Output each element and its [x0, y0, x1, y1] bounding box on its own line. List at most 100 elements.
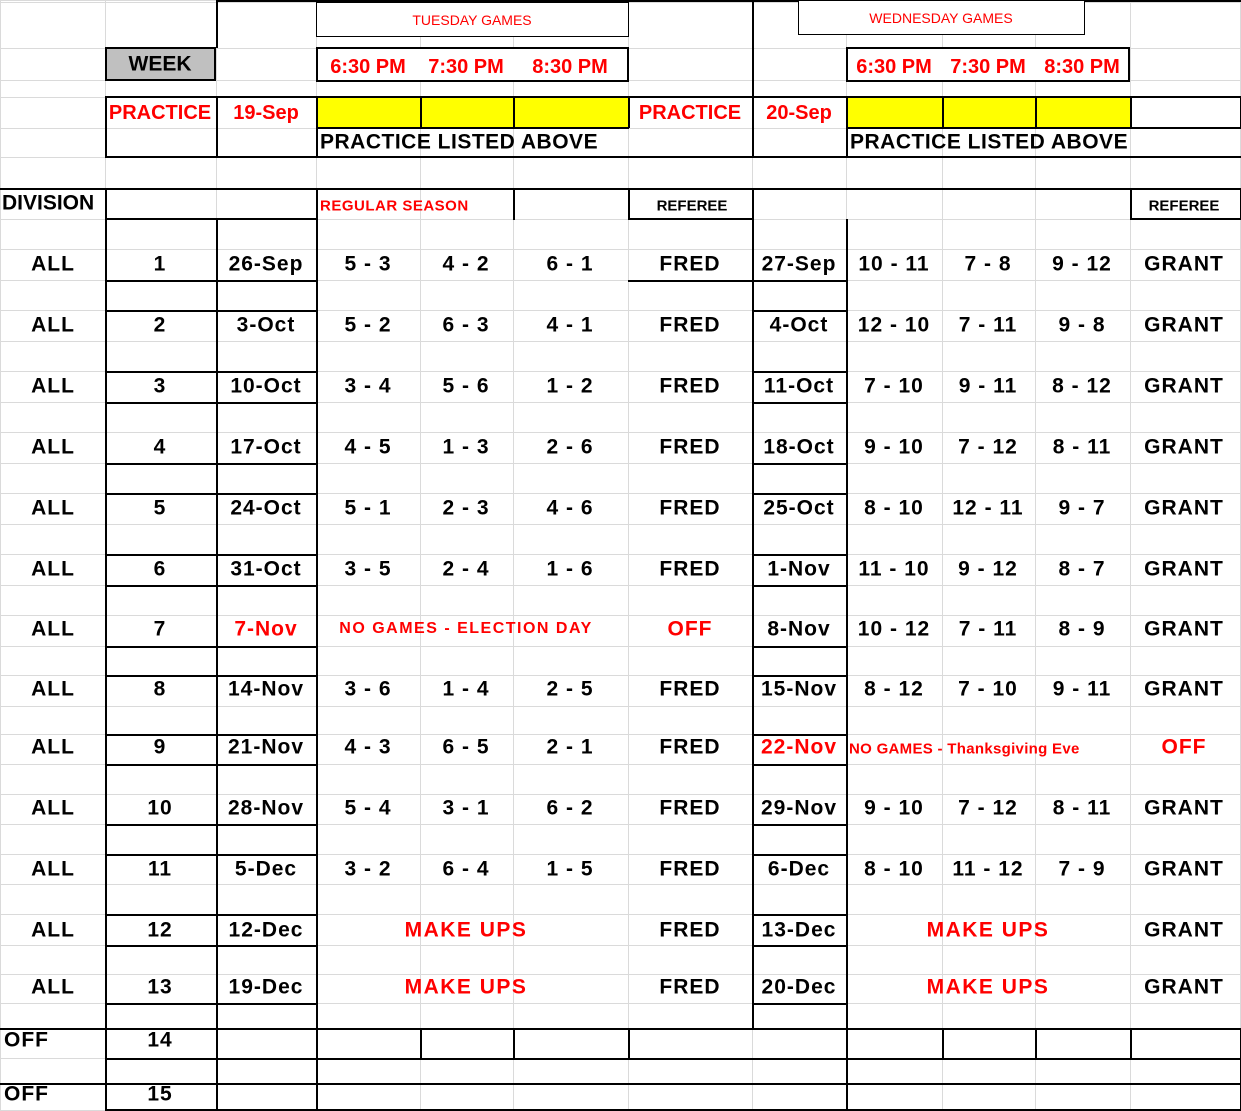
wednesday-game-cell: 7 - 11	[958, 617, 1018, 641]
cell-border	[105, 1058, 1241, 1060]
week-number-cell: 11	[147, 857, 173, 881]
cell-border	[105, 280, 317, 282]
wednesday-practice-date: 20-Sep	[766, 102, 832, 124]
tuesday-date-cell: 3-Oct	[236, 313, 296, 337]
cell-border	[752, 463, 847, 465]
tuesday-game-cell: 3 - 5	[344, 557, 392, 581]
wednesday-referee-cell: OFF	[1161, 735, 1207, 759]
wednesday-game-cell: 8 - 12	[864, 677, 924, 701]
wednesday-date-cell: 22-Nov	[760, 735, 838, 759]
cell-border	[1130, 127, 1241, 129]
cell-border	[216, 96, 218, 158]
week-number-cell: 12	[147, 918, 173, 942]
cell-border	[316, 188, 318, 220]
tuesday-referee-cell: FRED	[659, 918, 721, 942]
gridline-horizontal	[0, 310, 1241, 311]
cell-border	[752, 914, 847, 916]
cell-border	[752, 188, 754, 220]
wednesday-note-cell: NO GAMES - Thanksgiving Eve	[849, 740, 1080, 758]
tuesday-games-title-box	[316, 2, 629, 37]
wednesday-referee-cell: GRANT	[1144, 313, 1224, 337]
tuesday-date-cell: 19-Dec	[228, 975, 304, 999]
gridline-vertical	[420, 0, 421, 1111]
gridline-horizontal	[0, 884, 1241, 885]
wednesday-referee-cell: GRANT	[1144, 252, 1224, 276]
tuesday-games-title: TUESDAY GAMES	[412, 12, 532, 28]
cell-border	[105, 219, 107, 1111]
tuesday-game-cell: 1 - 3	[442, 435, 490, 459]
tuesday-referee-cell: FRED	[659, 252, 721, 276]
division-cell: ALL	[31, 496, 75, 520]
tuesday-referee-cell: FRED	[659, 313, 721, 337]
tuesday-note-cell: MAKE UPS	[404, 918, 528, 942]
cell-border	[846, 127, 1131, 129]
tuesday-game-cell: 6 - 5	[442, 735, 490, 759]
tuesday-date-cell: 21-Nov	[227, 735, 305, 759]
cell-border	[513, 188, 515, 220]
wednesday-date-cell: 11-Oct	[763, 374, 835, 398]
cell-border	[216, 0, 218, 48]
division-cell: ALL	[31, 374, 75, 398]
cell-border	[752, 764, 847, 766]
week-number-cell: 15	[147, 1082, 173, 1106]
wednesday-game-cell: 8 - 10	[864, 496, 924, 520]
wednesday-game-cell: 9 - 8	[1058, 313, 1106, 337]
tuesday-game-cell: 2 - 3	[442, 496, 490, 520]
gridline-vertical	[1130, 0, 1131, 1111]
wednesday-game-cell: 7 - 10	[864, 374, 924, 398]
tuesday-game-cell: 5 - 1	[344, 496, 392, 520]
regular-season-label: REGULAR SEASON	[320, 197, 469, 215]
cell-border	[628, 1028, 630, 1059]
tuesday-date-cell: 14-Nov	[227, 677, 305, 701]
wednesday-game-cell: 7 - 8	[964, 252, 1012, 276]
week-number-cell: 9	[153, 735, 167, 759]
division-cell: ALL	[31, 857, 75, 881]
gridline-horizontal	[0, 554, 1241, 555]
cell-border	[752, 585, 847, 587]
tuesday-practice-note: PRACTICE LISTED ABOVE	[320, 130, 599, 154]
wednesday-game-cell: 9 - 10	[864, 796, 924, 820]
wednesday-time-2: 7:30 PM	[950, 56, 1026, 78]
tuesday-game-cell: 6 - 3	[442, 313, 490, 337]
tuesday-referee-cell: FRED	[659, 496, 721, 520]
week-number-cell: 13	[147, 975, 173, 999]
wednesday-date-cell: 13-Dec	[761, 918, 837, 942]
cell-border	[105, 554, 317, 556]
practice-highlight-cell	[846, 97, 942, 127]
week-number-cell: 1	[153, 252, 167, 276]
tuesday-game-cell: 3 - 6	[344, 677, 392, 701]
tuesday-game-cell: 4 - 6	[546, 496, 594, 520]
gridline-horizontal	[0, 341, 1241, 342]
division-cell: ALL	[31, 435, 75, 459]
practice-highlight-cell	[513, 97, 628, 127]
cell-border	[752, 493, 847, 495]
gridline-horizontal	[0, 974, 1241, 975]
division-cell: ALL	[31, 975, 75, 999]
division-cell: ALL	[31, 557, 75, 581]
cell-border	[105, 1003, 317, 1005]
division-cell: OFF	[4, 1028, 49, 1052]
wednesday-practice-label: PRACTICE	[638, 102, 742, 124]
tuesday-referee-cell: FRED	[659, 557, 721, 581]
cell-border	[105, 854, 317, 856]
cell-border	[942, 96, 944, 128]
gridline-horizontal	[0, 646, 1241, 647]
wednesday-referee-cell: GRANT	[1144, 857, 1224, 881]
tuesday-game-cell: 4 - 1	[546, 313, 594, 337]
gridline-horizontal	[0, 734, 1241, 735]
week-number-cell: 5	[153, 496, 167, 520]
tuesday-date-cell: 24-Oct	[230, 496, 302, 520]
cell-border	[105, 371, 317, 373]
division-cell: ALL	[31, 252, 75, 276]
wednesday-referee-cell: GRANT	[1144, 796, 1224, 820]
tuesday-game-cell: 1 - 2	[546, 374, 594, 398]
wednesday-date-cell: 15-Nov	[760, 677, 838, 701]
wednesday-referee-cell: GRANT	[1144, 617, 1224, 641]
wednesday-date-cell: 25-Oct	[763, 496, 835, 520]
division-cell: ALL	[31, 796, 75, 820]
gridline-horizontal	[0, 1003, 1241, 1004]
cell-border	[105, 463, 317, 465]
week-number-cell: 2	[153, 313, 167, 337]
cell-border	[420, 96, 422, 128]
gridline-horizontal	[0, 463, 1241, 464]
